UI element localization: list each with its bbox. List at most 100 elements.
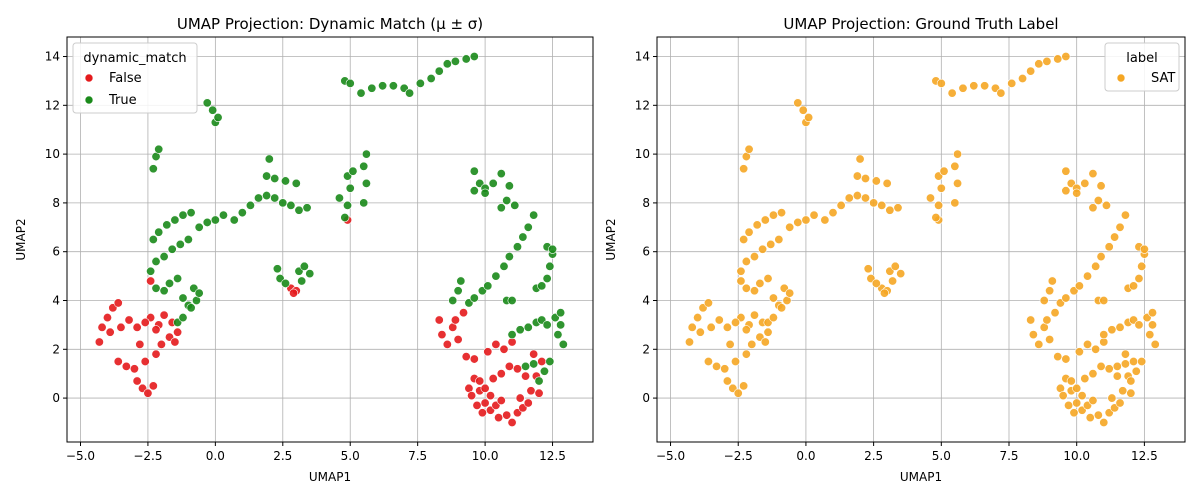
right-point-sat-17 bbox=[741, 349, 751, 359]
right-point-sat-202 bbox=[1107, 325, 1117, 335]
right-point-sat-117 bbox=[860, 193, 870, 203]
right-point-sat-179 bbox=[1093, 195, 1103, 205]
right-point-sat-172 bbox=[1120, 210, 1130, 220]
left-point-true-45 bbox=[291, 178, 301, 188]
right-point-sat-133 bbox=[888, 276, 898, 286]
right-point-sat-104 bbox=[793, 98, 803, 108]
right-point-sat-57 bbox=[1112, 371, 1122, 381]
right-point-sat-56 bbox=[1118, 386, 1128, 396]
right-point-sat-5 bbox=[695, 327, 705, 337]
left-point-true-104 bbox=[496, 203, 506, 213]
left-point-true-15 bbox=[165, 278, 175, 288]
right-point-sat-55 bbox=[1115, 398, 1125, 408]
left-point-true-31 bbox=[194, 222, 204, 232]
left-chart-panel: −5.0 −2.5 0.0 2.5 5.0 7.5 10.0 12.5 0 2 4 6 8 10 12 14 U… bbox=[14, 15, 594, 484]
left-point-true-106 bbox=[469, 186, 479, 196]
right-point-sat-28 bbox=[731, 317, 741, 327]
left-point-false-27 bbox=[132, 322, 142, 332]
right-point-sat-13 bbox=[722, 376, 732, 386]
left-point-false-39 bbox=[450, 315, 460, 325]
left-point-false-32 bbox=[289, 288, 299, 298]
right-point-sat-124 bbox=[860, 174, 870, 184]
left-y-tick-label-6: 12 bbox=[45, 98, 60, 112]
left-point-true-103 bbox=[510, 200, 520, 210]
right-point-sat-112 bbox=[820, 215, 830, 225]
left-point-true-62 bbox=[388, 81, 398, 91]
left-x-tick-label-2: 0.0 bbox=[206, 449, 225, 463]
left-point-true-95 bbox=[529, 210, 539, 220]
right-point-sat-138 bbox=[969, 81, 979, 91]
left-points bbox=[94, 52, 568, 427]
left-legend: dynamic_match False True bbox=[72, 42, 198, 114]
left-point-true-55 bbox=[305, 269, 315, 279]
right-point-sat-95 bbox=[749, 286, 759, 296]
left-y-axis-label: UMAP2 bbox=[14, 218, 28, 260]
left-point-true-54 bbox=[299, 261, 309, 271]
left-point-true-76 bbox=[348, 166, 358, 176]
left-point-false-24 bbox=[173, 327, 183, 337]
left-point-false-58 bbox=[512, 364, 522, 374]
left-point-true-12 bbox=[167, 244, 177, 254]
right-point-sat-8 bbox=[703, 356, 713, 366]
left-point-true-67 bbox=[434, 66, 444, 76]
left-point-false-22 bbox=[159, 310, 169, 320]
left-point-true-58 bbox=[345, 78, 355, 88]
right-point-sat-15 bbox=[733, 388, 743, 398]
left-point-false-38 bbox=[453, 335, 463, 345]
right-y-tick-label-3: 6 bbox=[642, 245, 650, 259]
left-point-true-68 bbox=[442, 59, 452, 69]
right-point-sat-135 bbox=[936, 78, 946, 88]
left-point-false-76 bbox=[477, 408, 487, 418]
left-point-true-46 bbox=[280, 176, 290, 186]
left-point-true-105 bbox=[480, 188, 490, 198]
left-point-true-124 bbox=[523, 322, 533, 332]
right-y-tick-label-6: 12 bbox=[635, 98, 650, 112]
left-point-true-23 bbox=[186, 303, 196, 313]
right-point-sat-154 bbox=[950, 198, 960, 208]
left-point-true-19 bbox=[178, 293, 188, 303]
left-legend-marker-0 bbox=[84, 73, 94, 83]
right-point-sat-52 bbox=[1099, 417, 1109, 427]
left-point-false-12 bbox=[140, 356, 150, 366]
right-legend-title: label bbox=[1126, 51, 1157, 66]
right-point-sat-20 bbox=[760, 337, 770, 347]
right-point-sat-161 bbox=[1047, 276, 1057, 286]
right-point-sat-2 bbox=[693, 313, 703, 323]
left-point-true-43 bbox=[294, 205, 304, 215]
right-point-sat-107 bbox=[804, 113, 814, 123]
right-point-sat-9 bbox=[712, 361, 722, 371]
right-point-sat-99 bbox=[768, 313, 778, 323]
left-point-false-68 bbox=[475, 376, 485, 386]
left-axes-frame bbox=[66, 36, 594, 443]
right-point-sat-50 bbox=[1088, 396, 1098, 406]
left-point-false-44 bbox=[472, 400, 482, 410]
left-point-false-74 bbox=[515, 393, 525, 403]
left-point-true-131 bbox=[534, 376, 544, 386]
left-point-false-51 bbox=[502, 410, 512, 420]
right-point-sat-188 bbox=[1134, 274, 1144, 284]
left-point-false-2 bbox=[102, 313, 112, 323]
left-point-true-9 bbox=[146, 266, 156, 276]
left-legend-label-1: True bbox=[108, 93, 137, 108]
right-point-sat-121 bbox=[893, 203, 903, 213]
right-point-sat-72 bbox=[1120, 349, 1130, 359]
right-legend: label SAT bbox=[1104, 42, 1180, 92]
right-point-sat-69 bbox=[1061, 354, 1071, 364]
right-point-sat-141 bbox=[996, 88, 1006, 98]
left-point-false-10 bbox=[129, 364, 139, 374]
right-point-sat-150 bbox=[934, 200, 944, 210]
right-point-sat-183 bbox=[1061, 186, 1071, 196]
left-point-false-4 bbox=[113, 298, 123, 308]
right-point-sat-206 bbox=[1131, 366, 1141, 376]
right-point-sat-114 bbox=[836, 200, 846, 210]
left-point-true-84 bbox=[456, 276, 466, 286]
right-x-tick-label-1: −2.5 bbox=[724, 449, 753, 463]
left-y-tick-label-3: 6 bbox=[52, 245, 60, 259]
left-point-true-94 bbox=[523, 222, 533, 232]
left-point-true-74 bbox=[345, 183, 355, 193]
left-point-false-50 bbox=[496, 396, 506, 406]
right-point-sat-24 bbox=[763, 327, 773, 337]
left-point-true-72 bbox=[340, 213, 350, 223]
left-point-false-73 bbox=[534, 388, 544, 398]
left-point-false-56 bbox=[526, 386, 536, 396]
